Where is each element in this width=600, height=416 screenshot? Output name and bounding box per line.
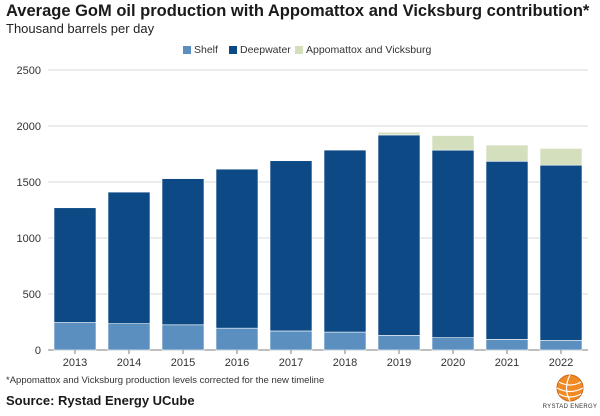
bar-deepwater-2018	[323, 149, 367, 333]
legend-item-deepwater: Deepwater	[229, 44, 291, 56]
legend: Shelf Deepwater Appomattox and Vicksburg	[0, 44, 600, 60]
rystad-logo: RYSTAD ENERGY	[540, 372, 600, 416]
legend-label-deepwater: Deepwater	[240, 44, 291, 56]
y-tick-label: 0	[35, 345, 41, 357]
legend-swatch-shelf	[183, 46, 191, 54]
chart-title: Average GoM oil production with Appomatt…	[6, 2, 590, 20]
legend-item-appomattox: Appomattox and Vicksburg	[295, 44, 431, 56]
x-tick-label: 2013	[63, 357, 87, 369]
bar-appomattox-and-vicksburg-2020	[431, 135, 475, 151]
y-tick-label: 1000	[17, 233, 41, 245]
bar-deepwater-2016	[215, 168, 259, 329]
legend-swatch-deepwater	[229, 46, 237, 54]
bar-deepwater-2019	[377, 134, 421, 336]
x-tick-label: 2018	[333, 357, 357, 369]
x-tick-label: 2016	[225, 357, 249, 369]
y-tick-label: 2500	[17, 65, 41, 77]
x-tick-label: 2019	[387, 357, 411, 369]
bar-shelf-2019	[377, 335, 421, 351]
bar-shelf-2014	[107, 323, 151, 351]
bar-deepwater-2022	[539, 164, 583, 341]
bar-deepwater-2017	[269, 160, 313, 332]
x-tick-label: 2022	[549, 357, 573, 369]
bar-deepwater-2013	[53, 207, 97, 323]
bar-shelf-2016	[215, 327, 259, 351]
bar-deepwater-2014	[107, 191, 151, 324]
y-tick-label: 2000	[17, 121, 41, 133]
bar-appomattox-and-vicksburg-2022	[539, 148, 583, 166]
x-tick-label: 2017	[279, 357, 303, 369]
bar-shelf-2020	[431, 337, 475, 351]
rystad-globe-icon	[556, 374, 584, 402]
bar-shelf-2015	[161, 324, 205, 351]
source-label: Source: Rystad Energy UCube	[6, 393, 195, 408]
bar-deepwater-2021	[485, 160, 529, 340]
legend-label-appomattox: Appomattox and Vicksburg	[306, 44, 432, 56]
bar-shelf-2013	[53, 322, 97, 351]
bar-appomattox-and-vicksburg-2021	[485, 144, 529, 162]
bar-deepwater-2015	[161, 178, 205, 326]
bar-shelf-2022	[539, 340, 583, 351]
y-tick-label: 500	[23, 289, 41, 301]
bar-deepwater-2020	[431, 149, 475, 338]
x-tick-label: 2015	[171, 357, 195, 369]
footnote: *Appomattox and Vicksburg production lev…	[6, 375, 325, 386]
logo-text: RYSTAD ENERGY	[542, 404, 598, 410]
bar-appomattox-and-vicksburg-2019	[377, 131, 421, 136]
bar-shelf-2018	[323, 331, 367, 351]
legend-item-shelf: Shelf	[183, 44, 218, 56]
x-tick-label: 2020	[441, 357, 465, 369]
chart-plot: 0 500 1000 1500 2000 2500 2013 2014 2015 2016 2017…	[17, 65, 588, 369]
x-tick-label: 2021	[495, 357, 519, 369]
bar-shelf-2017	[269, 330, 313, 351]
bar-shelf-2021	[485, 339, 529, 351]
legend-swatch-appomattox	[295, 46, 303, 54]
chart-subtitle: Thousand barrels per day	[6, 21, 155, 36]
legend-label-shelf: Shelf	[194, 44, 218, 56]
x-tick-label: 2014	[117, 357, 141, 369]
y-tick-label: 1500	[17, 177, 41, 189]
